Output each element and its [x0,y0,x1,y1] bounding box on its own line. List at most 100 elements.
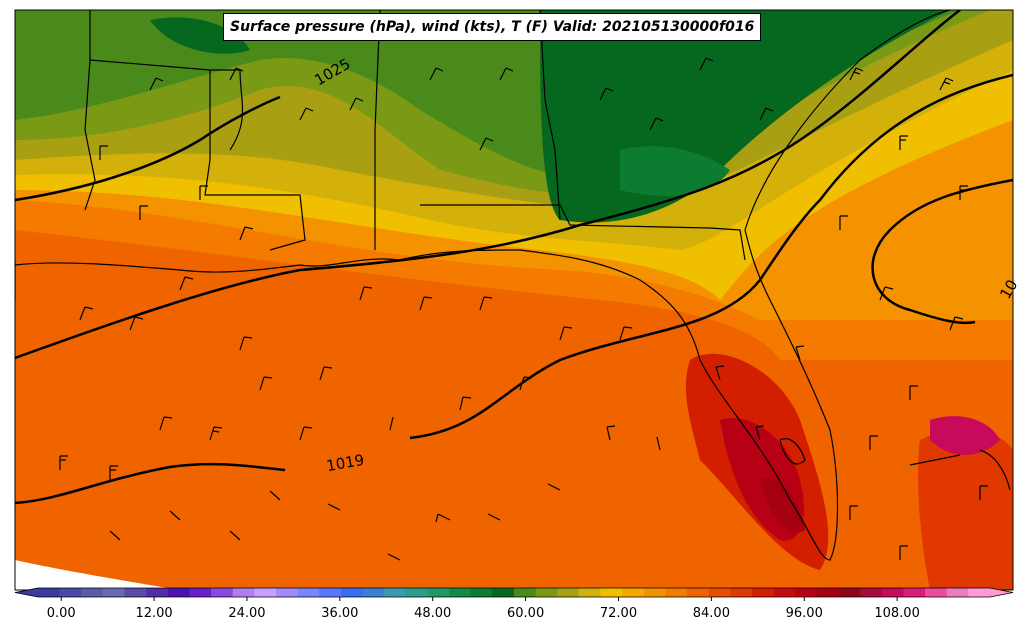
colorbar-swatch [81,588,104,597]
colorbar-swatch [557,588,580,597]
wind-barb [239,336,253,351]
wind-barb [349,97,364,111]
colorbar-swatch [838,588,861,597]
wind-barb [209,426,223,441]
wind-barb [519,376,533,391]
wind-barb [419,296,433,311]
wind-barb [795,345,805,361]
wind-barb [479,296,493,311]
colorbar-swatch [578,588,602,597]
colorbar-swatch [449,588,472,597]
colorbar-swatch [38,588,61,597]
wind-barb [359,286,373,301]
wind-barb [387,553,401,561]
wind-barb [229,67,244,81]
wind-barb [699,57,714,71]
colorbar-outline [14,587,1014,598]
wind-barb [99,145,108,160]
wind-barb [259,376,273,391]
wind-barb [649,117,664,131]
wind-barb [909,385,918,400]
wind-barb [169,510,181,521]
colorbar-swatch [665,588,688,597]
colorbar-swatch [59,588,82,597]
wind-barb [599,87,614,101]
colorbar-swatch [946,588,969,597]
wind-barb [755,425,765,441]
wind-barb [619,326,633,341]
colorbar-swatch [795,588,818,597]
colorbar-swatch [146,588,169,597]
isobars [15,10,1013,505]
wind-barb [299,426,313,441]
colorbar-left-extension [15,588,38,597]
wind-barb [899,135,908,150]
colorbar-swatch [470,588,493,597]
colorbar-swatch [427,588,450,597]
colorbar-swatch [643,588,667,597]
wind-barb [759,107,774,121]
colorbar [14,587,1014,598]
wind-barb [199,185,208,200]
colorbar-swatch [384,588,407,597]
colorbar-swatch [687,588,710,597]
wind-barb [435,513,451,523]
colorbar-swatch [340,588,364,597]
wind-barb [879,286,894,301]
wind-barb [149,77,164,91]
wind-barb [715,365,725,381]
colorbar-swatch [708,588,731,597]
wind-barb [179,276,194,291]
wind-barb [109,530,121,541]
wind-barb [949,316,964,331]
colorbar-swatch [903,588,926,597]
colorbar-swatch [535,588,558,597]
colorbar-swatch [881,588,905,597]
wind-barb [656,436,661,451]
colorbar-tick-label: 108.00 [874,606,920,621]
wind-barb [959,185,968,200]
colorbar-swatch [816,588,840,597]
colorbar-swatch [860,588,883,597]
colorbar-tick-label: 60.00 [507,606,544,621]
colorbar-swatch [925,588,948,597]
map-title: Surface pressure (hPa), wind (kts), T (F… [223,13,762,41]
wind-barbs [59,57,988,561]
wind-barb [229,530,241,541]
colorbar-swatch [102,588,126,597]
wind-barb [849,505,858,520]
colorbar-swatch [124,588,147,597]
colorbar-swatch [405,588,429,597]
wind-barb [899,545,908,560]
colorbar-tick-label: 0.00 [47,606,76,621]
wind-barb [499,67,514,81]
wind-barb [487,513,501,521]
colorbar-tick-label: 36.00 [321,606,358,621]
colorbar-right-extension [990,588,1013,597]
colorbar-swatch [968,588,991,597]
state-boundaries [15,10,1011,561]
wind-barb [559,326,573,341]
colorbar-swatch [254,588,277,597]
colorbar-swatch [730,588,753,597]
colorbar-tick-label: 12.00 [135,606,172,621]
wind-barb [79,306,94,321]
wind-barb [139,205,148,220]
wind-barb [849,67,864,81]
colorbar-swatch [752,588,775,597]
colorbar-swatch [276,588,299,597]
wind-barb [389,416,394,431]
colorbar-ticks: 0.00 12.00 24.00 36.00 48.00 60.00 72.00 84.00 9… [47,597,920,621]
wind-barb [429,67,444,81]
wind-barb [319,366,333,381]
colorbar-tick-label: 48.00 [414,606,451,621]
colorbar-swatch [622,588,645,597]
colorbar-swatch [297,588,320,597]
colorbar-swatch [600,588,623,597]
colorbar-tick-label: 84.00 [693,606,730,621]
wind-barb [129,316,144,331]
wind-barb [939,77,954,91]
wind-barb [459,396,472,411]
colorbar-swatch [211,588,234,597]
temperature-field [15,10,1013,590]
